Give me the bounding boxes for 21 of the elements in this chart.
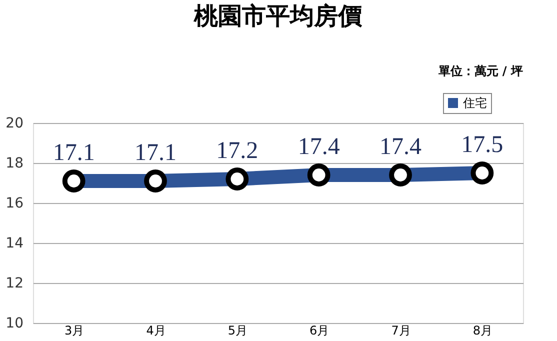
legend-label: 住宅 [462, 96, 487, 110]
data-label: 17.4 [298, 134, 340, 160]
y-tick-label: 16 [6, 196, 24, 212]
x-tick-label: 5月 [228, 324, 248, 338]
x-tick-label: 6月 [310, 324, 330, 338]
data-label: 17.1 [52, 140, 95, 166]
text: 單位：萬元 / 坪 [437, 64, 523, 78]
data-label: 17.4 [380, 134, 422, 160]
chart-title: 桃園市平均房價 [193, 2, 363, 30]
data-label: 17.1 [134, 140, 176, 166]
data-label: 17.5 [461, 132, 504, 158]
x-tick-label: 4月 [146, 324, 166, 338]
y-tick-label: 20 [6, 116, 24, 132]
y-tick-label: 18 [6, 156, 24, 172]
x-tick-label: 3月 [64, 324, 84, 338]
x-tick-label: 7月 [391, 324, 411, 338]
y-tick-label: 14 [6, 236, 24, 252]
x-tick-label: 8月 [472, 324, 492, 338]
y-tick-label: 12 [6, 276, 24, 292]
data-label: 17.2 [216, 138, 258, 164]
y-tick-label: 10 [6, 316, 24, 332]
